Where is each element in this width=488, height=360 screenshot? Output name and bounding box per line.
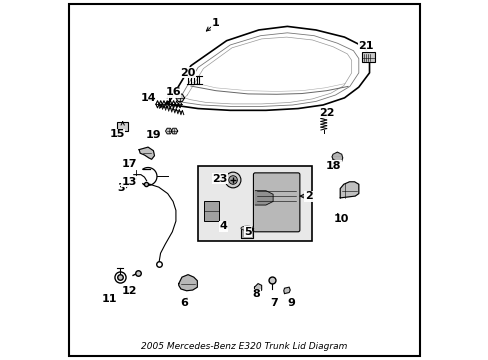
Text: 4: 4 [219,221,226,231]
Text: 23: 23 [212,174,227,184]
Text: 2: 2 [305,191,312,201]
Polygon shape [283,287,290,294]
Polygon shape [165,128,172,134]
Bar [198,166,312,241]
Text: 17: 17 [122,159,137,169]
Bar [361,52,374,62]
Text: 1: 1 [212,18,219,28]
Text: 19: 19 [145,130,161,140]
Bar [204,202,218,221]
Text: 15: 15 [109,129,124,139]
Text: 20: 20 [179,68,195,78]
Polygon shape [254,284,261,293]
Polygon shape [241,228,253,238]
Polygon shape [171,128,177,134]
Polygon shape [165,26,369,111]
Text: 5: 5 [244,227,251,237]
Polygon shape [176,94,184,102]
Polygon shape [179,275,197,291]
Text: 11: 11 [102,294,117,303]
Text: 2005 Mercedes-Benz E320 Trunk Lid Diagram: 2005 Mercedes-Benz E320 Trunk Lid Diagra… [141,342,347,351]
Text: 10: 10 [333,214,348,224]
Text: 21: 21 [358,41,373,51]
Text: 12: 12 [122,287,137,296]
Text: 9: 9 [286,298,294,308]
Text: 13: 13 [122,177,137,187]
Text: 18: 18 [325,161,341,171]
Polygon shape [340,182,358,198]
Text: 16: 16 [165,87,181,98]
FancyBboxPatch shape [253,173,299,232]
Text: 22: 22 [318,108,334,118]
Text: 8: 8 [252,289,260,299]
Polygon shape [139,147,154,159]
Text: 7: 7 [269,298,277,308]
Bar [117,122,128,131]
Polygon shape [331,152,342,161]
Ellipse shape [241,226,253,230]
Text: 3: 3 [117,183,125,193]
Circle shape [225,172,241,188]
Text: 14: 14 [140,93,156,103]
Circle shape [228,176,237,184]
Polygon shape [255,191,272,205]
Text: 6: 6 [180,298,187,308]
